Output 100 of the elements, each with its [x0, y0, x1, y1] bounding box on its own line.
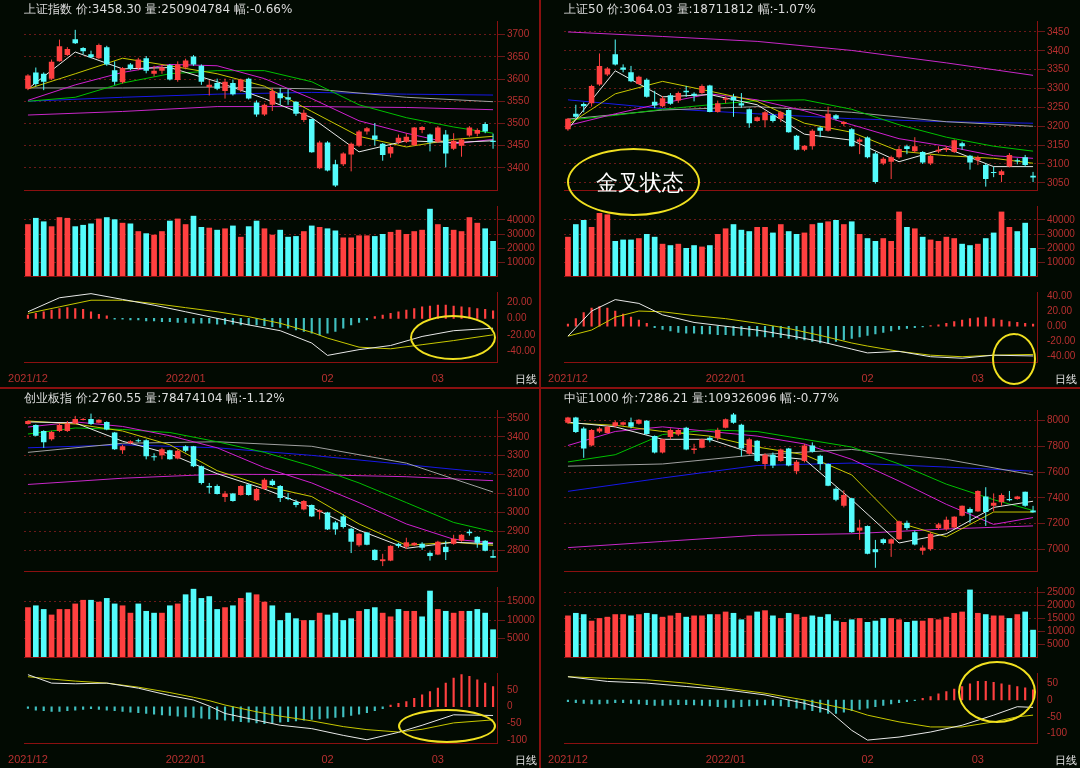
- candlestick: [983, 163, 989, 188]
- y-tick-label: 3600: [507, 72, 530, 84]
- bar: [365, 706, 369, 714]
- bar: [825, 614, 831, 657]
- bar: [992, 682, 995, 701]
- bar: [160, 706, 164, 716]
- bar: [222, 607, 228, 657]
- candlestick: [151, 65, 157, 77]
- y-tick-label: 2900: [507, 525, 530, 537]
- y-tick-label: 8000: [1047, 414, 1070, 426]
- bar: [975, 243, 981, 276]
- candlestick: [983, 486, 989, 527]
- bar: [237, 598, 244, 657]
- bar: [937, 324, 940, 327]
- bar: [318, 706, 321, 720]
- bar: [707, 614, 713, 657]
- bar: [484, 682, 487, 708]
- y-tick-label: 3400: [1047, 44, 1070, 56]
- bar: [882, 699, 885, 706]
- bar: [677, 325, 680, 333]
- candlestick: [801, 443, 808, 463]
- bar: [200, 706, 203, 719]
- bar: [762, 610, 768, 657]
- candlestick: [285, 88, 291, 106]
- bar: [460, 674, 463, 708]
- bar: [287, 706, 290, 722]
- bar: [937, 693, 940, 701]
- bar: [1000, 319, 1003, 327]
- bar: [72, 226, 79, 276]
- bar: [301, 231, 307, 276]
- bar: [714, 234, 721, 276]
- candlestick: [612, 39, 618, 67]
- bar: [896, 619, 902, 657]
- bar: [1030, 248, 1036, 276]
- bar: [967, 245, 973, 276]
- bar: [746, 231, 753, 276]
- bar: [174, 218, 181, 276]
- candlestick: [904, 144, 910, 155]
- candlestick: [825, 106, 831, 133]
- bar: [809, 224, 816, 276]
- bar: [411, 610, 418, 657]
- bar: [919, 236, 926, 276]
- candlestick: [364, 126, 370, 136]
- bar: [968, 318, 972, 327]
- bar: [80, 599, 86, 657]
- bar: [285, 236, 291, 276]
- candlestick: [348, 142, 354, 172]
- bar: [145, 706, 148, 714]
- bar: [896, 211, 902, 276]
- bar: [675, 612, 682, 657]
- bar: [636, 238, 642, 276]
- y-tick-label: 20.00: [507, 295, 533, 307]
- bar: [413, 308, 416, 319]
- bar: [435, 609, 441, 657]
- bar: [1014, 231, 1021, 276]
- bar: [833, 620, 839, 657]
- y-tick-label: 3250: [1047, 101, 1070, 113]
- candlestick: [848, 127, 855, 148]
- bar: [310, 706, 313, 720]
- bar: [1016, 322, 1019, 327]
- candlestick: [198, 63, 205, 86]
- bar: [103, 217, 110, 276]
- x-tick-label: 2021/12: [548, 753, 588, 766]
- bar: [442, 227, 449, 276]
- candlestick: [967, 154, 973, 171]
- bar: [476, 679, 479, 708]
- candlestick: [80, 46, 86, 55]
- chart-title: 创业板指 价:2760.55 量:78474104 幅:-1.12%: [24, 391, 285, 406]
- bar: [72, 603, 79, 657]
- bar: [389, 704, 392, 708]
- x-tick-label: 2022/01: [165, 372, 206, 385]
- bar: [904, 622, 910, 657]
- y-tick-label: 50: [507, 683, 519, 695]
- candlestick: [111, 60, 118, 86]
- y-tick-label: -40.00: [507, 345, 536, 357]
- bar: [427, 208, 433, 276]
- bar: [411, 231, 418, 276]
- candlestick: [25, 419, 31, 426]
- y-tick-label: -40.00: [1047, 350, 1076, 362]
- bar: [397, 311, 400, 319]
- bar: [951, 612, 958, 657]
- bar: [379, 612, 386, 657]
- bar: [817, 222, 824, 276]
- bar: [700, 699, 704, 706]
- bar: [436, 687, 439, 708]
- y-tick-label: 3700: [507, 28, 530, 40]
- x-tick-label: 02: [321, 753, 334, 766]
- bar: [82, 706, 85, 710]
- bar: [74, 308, 77, 319]
- y-tick-label: -20.00: [1047, 335, 1076, 347]
- bar: [1030, 629, 1036, 657]
- y-tick-label: 7800: [1047, 440, 1070, 452]
- bar: [334, 706, 337, 718]
- y-tick-label: 40000: [1047, 213, 1076, 225]
- candlestick: [427, 550, 433, 562]
- candlestick: [691, 91, 697, 102]
- bar: [565, 236, 571, 276]
- bar: [580, 614, 587, 657]
- bar: [419, 229, 425, 276]
- y-tick-label: 20000: [507, 241, 536, 253]
